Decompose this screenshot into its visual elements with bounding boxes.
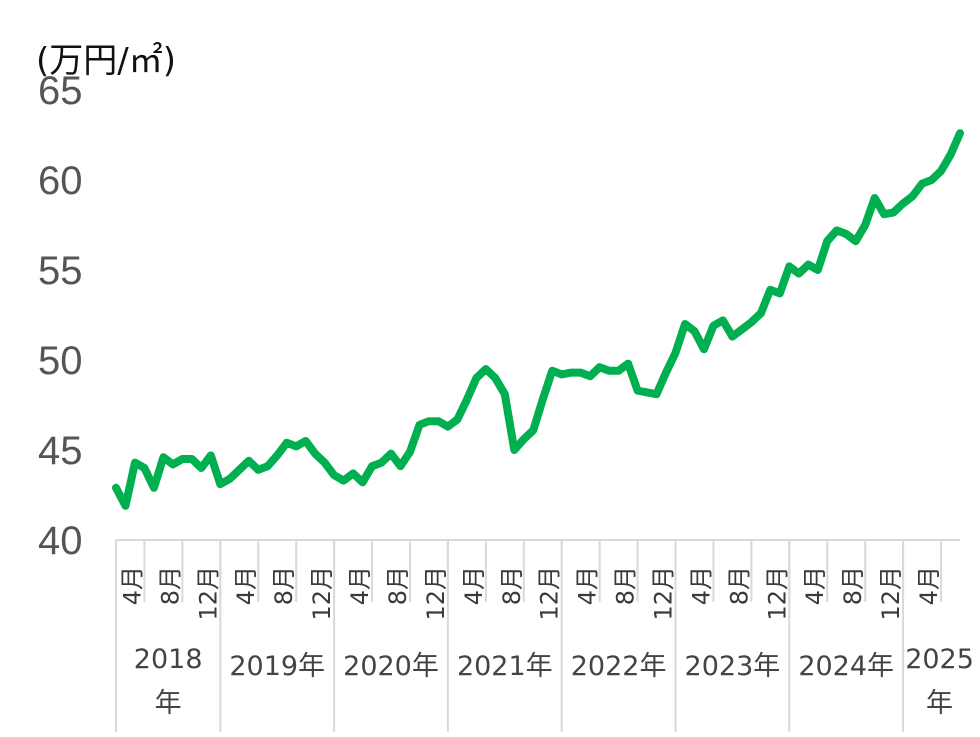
year-label-suffix: 年 bbox=[155, 688, 182, 719]
year-label: 2021年 bbox=[457, 651, 553, 682]
month-label: 4月 bbox=[346, 566, 374, 605]
month-label: 8月 bbox=[384, 566, 412, 605]
month-label: 8月 bbox=[270, 566, 298, 605]
month-label: 4月 bbox=[574, 566, 602, 605]
year-label: 2018 bbox=[134, 644, 203, 675]
month-label: 4月 bbox=[232, 566, 260, 605]
month-label: 4月 bbox=[915, 566, 943, 605]
series-line bbox=[112, 129, 964, 510]
month-label: 12月 bbox=[422, 566, 450, 621]
y-unit-label: (万円/㎡) bbox=[36, 41, 176, 81]
year-label: 2019年 bbox=[229, 651, 325, 682]
year-label: 2024年 bbox=[798, 651, 894, 682]
year-label-suffix: 年 bbox=[926, 688, 953, 719]
month-label: 8月 bbox=[725, 566, 753, 605]
year-label: 2023年 bbox=[685, 651, 781, 682]
year-label: 2020年 bbox=[343, 651, 439, 682]
y-tick-label: 55 bbox=[38, 249, 83, 293]
y-tick-label: 65 bbox=[38, 69, 83, 113]
month-label: 8月 bbox=[612, 566, 640, 605]
month-label: 12月 bbox=[650, 566, 678, 621]
y-tick-label: 40 bbox=[38, 519, 83, 563]
month-label: 12月 bbox=[763, 566, 791, 621]
month-label: 8月 bbox=[498, 566, 526, 605]
month-label: 4月 bbox=[687, 566, 715, 605]
month-label: 8月 bbox=[156, 566, 184, 605]
year-label: 2025 bbox=[905, 644, 974, 675]
y-tick-label: 50 bbox=[38, 339, 83, 383]
month-label: 12月 bbox=[536, 566, 564, 621]
year-label: 2022年 bbox=[571, 651, 667, 682]
y-tick-label: 45 bbox=[38, 429, 83, 473]
month-label: 4月 bbox=[460, 566, 488, 605]
month-label: 8月 bbox=[839, 566, 867, 605]
month-label: 12月 bbox=[194, 566, 222, 621]
month-label: 12月 bbox=[308, 566, 336, 621]
x-axis: 4月 8月 12月 2018 年 4月 8月 12月 2019年 4月 8月 12月 2020年 4月 8月… bbox=[115, 539, 974, 732]
y-tick-label: 60 bbox=[38, 159, 83, 203]
month-label: 12月 bbox=[877, 566, 905, 621]
plot-area bbox=[112, 129, 964, 510]
month-label: 4月 bbox=[118, 566, 146, 605]
y-axis-ticks: 40 45 50 55 60 65 bbox=[38, 69, 83, 563]
month-label: 4月 bbox=[801, 566, 829, 605]
